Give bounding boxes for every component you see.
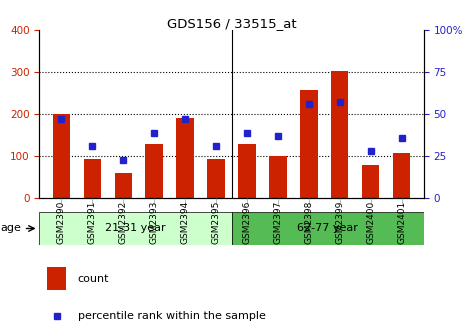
Text: GSM2395: GSM2395 <box>212 201 220 244</box>
Bar <box>300 90 318 198</box>
Bar <box>83 159 100 198</box>
Text: GSM2392: GSM2392 <box>119 201 127 244</box>
Text: count: count <box>78 274 109 284</box>
Text: GSM2397: GSM2397 <box>274 201 282 244</box>
Text: 21-31 year: 21-31 year <box>105 223 166 234</box>
Bar <box>145 144 163 198</box>
Text: GDS156 / 33515_at: GDS156 / 33515_at <box>167 17 296 30</box>
Text: GSM2400: GSM2400 <box>366 201 375 244</box>
Text: GSM2399: GSM2399 <box>336 201 344 244</box>
Text: GSM2393: GSM2393 <box>150 201 158 244</box>
Bar <box>238 144 256 198</box>
Text: GSM2394: GSM2394 <box>181 201 189 244</box>
Bar <box>232 212 424 245</box>
Text: GSM2391: GSM2391 <box>88 201 97 244</box>
Bar <box>39 212 232 245</box>
Text: GSM2390: GSM2390 <box>56 201 66 244</box>
Text: percentile rank within the sample: percentile rank within the sample <box>78 311 266 321</box>
Bar <box>176 118 194 198</box>
Bar <box>47 267 66 290</box>
Text: GSM2396: GSM2396 <box>243 201 251 244</box>
Text: GSM2401: GSM2401 <box>397 201 407 244</box>
Bar <box>114 173 131 198</box>
Bar <box>394 153 411 198</box>
Bar <box>269 156 287 198</box>
Bar <box>52 114 69 198</box>
Bar <box>207 159 225 198</box>
Bar <box>332 72 349 198</box>
Text: age: age <box>1 223 22 234</box>
Bar <box>363 166 380 198</box>
Text: 62-77 year: 62-77 year <box>297 223 358 234</box>
Text: GSM2398: GSM2398 <box>305 201 313 244</box>
